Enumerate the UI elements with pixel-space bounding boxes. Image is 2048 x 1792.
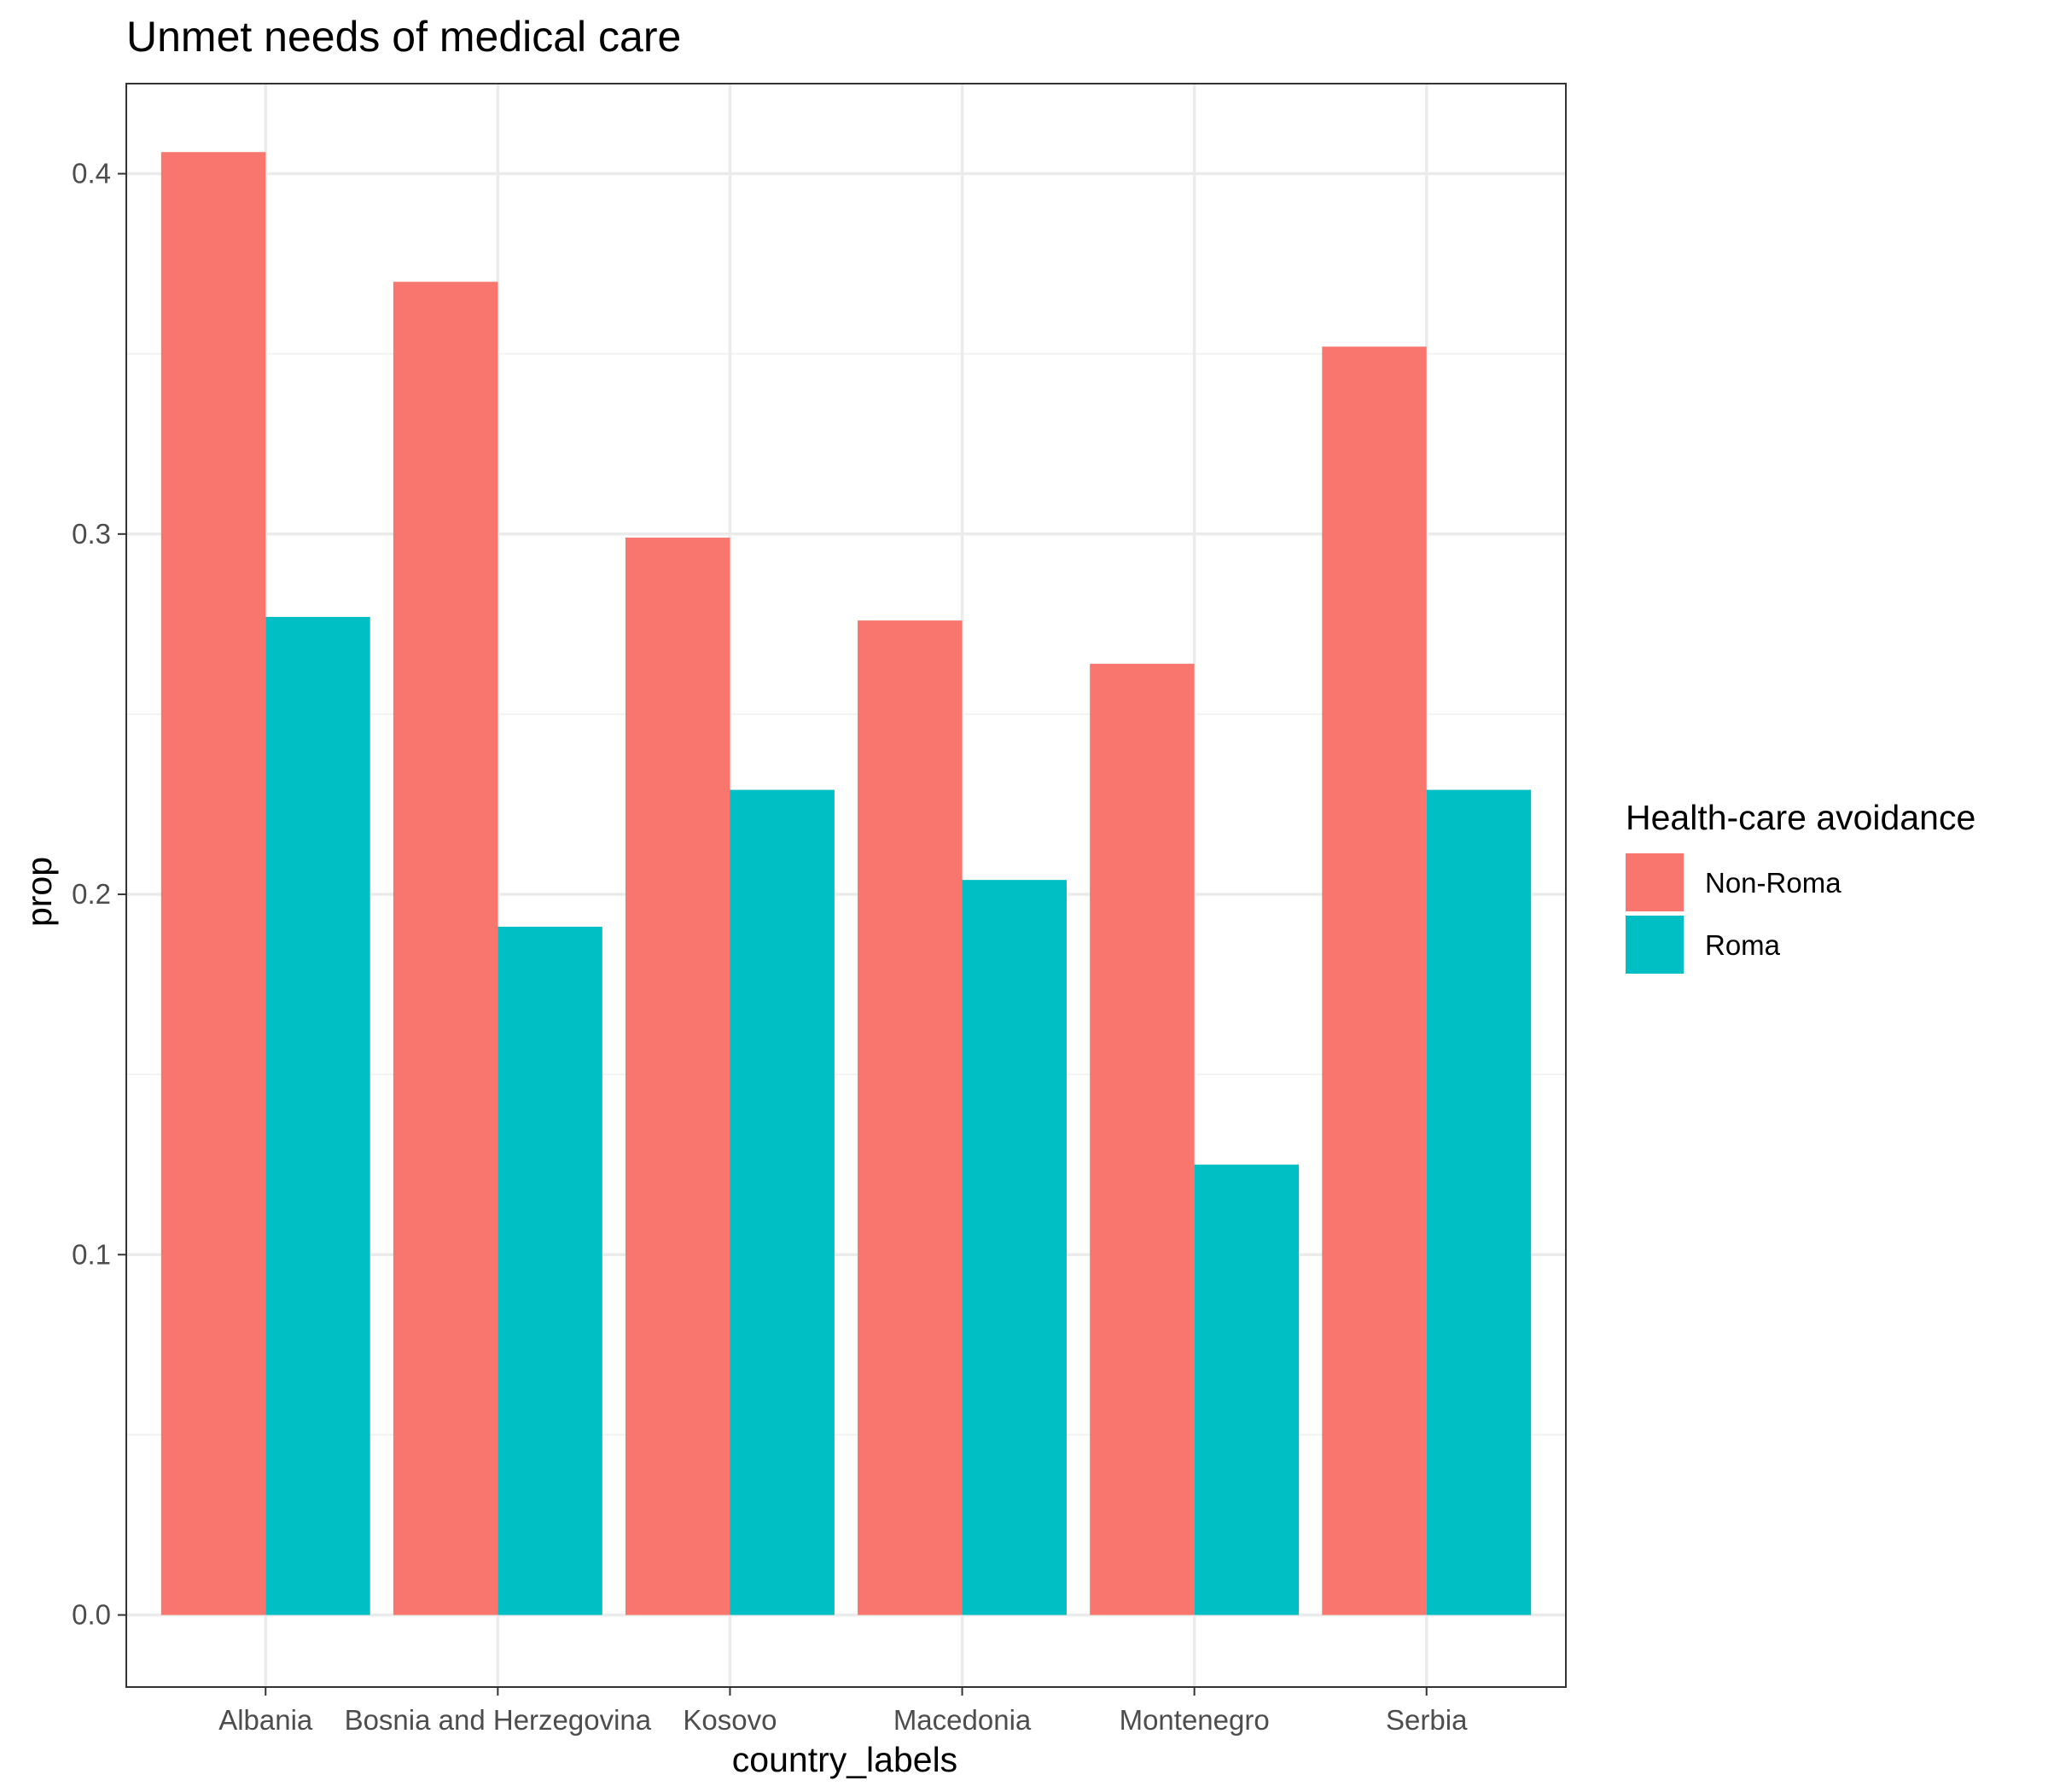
- bar-non-roma-montenegro: [1090, 663, 1195, 1615]
- legend-key-non-roma: [1626, 853, 1684, 911]
- y-tick-label: 0.0: [72, 1599, 111, 1631]
- bar-non-roma-serbia: [1322, 346, 1427, 1615]
- x-tick-label: Montenegro: [1120, 1704, 1270, 1736]
- x-tick-label: Albania: [218, 1704, 313, 1736]
- bar-roma-kosovo: [730, 789, 835, 1615]
- bar-non-roma-macedonia: [858, 620, 963, 1615]
- x-tick-label: Bosnia and Herzegovina: [345, 1704, 652, 1736]
- legend: Health-care avoidance Non-Roma Roma: [1626, 798, 1975, 974]
- y-tick-label: 0.1: [72, 1238, 111, 1270]
- x-tick-label: Kosovo: [683, 1704, 777, 1736]
- chart-title: Unmet needs of medical care: [126, 13, 681, 61]
- legend-title: Health-care avoidance: [1626, 798, 1975, 837]
- legend-label: Non-Roma: [1705, 867, 1841, 899]
- y-tick-label: 0.2: [72, 878, 111, 910]
- plot-area: 0.0 0.1 0.2 0.3 0.4 Albania Bosnia and Herzego…: [72, 83, 1567, 1736]
- legend-label: Roma: [1705, 929, 1781, 961]
- bar-non-roma-albania: [160, 152, 266, 1615]
- bar-roma-bosnia-and-herzegovina: [497, 927, 602, 1615]
- x-tick-label: Macedonia: [893, 1704, 1032, 1736]
- bar-roma-serbia: [1426, 789, 1532, 1615]
- panel-border: [125, 83, 1567, 1688]
- y-tick-label: 0.3: [72, 518, 111, 550]
- legend-key-roma: [1626, 916, 1684, 974]
- y-tick-label: 0.4: [72, 158, 111, 189]
- bar-non-roma-bosnia-and-herzegovina: [393, 282, 498, 1615]
- x-axis-title: country_labels: [732, 1740, 957, 1779]
- y-axis-title: prop: [20, 857, 59, 927]
- bar-non-roma-kosovo: [625, 538, 730, 1615]
- bar-roma-montenegro: [1194, 1164, 1300, 1615]
- bar-roma-macedonia: [962, 880, 1067, 1615]
- bar-roma-albania: [265, 616, 370, 1615]
- x-tick-label: Serbia: [1386, 1704, 1468, 1736]
